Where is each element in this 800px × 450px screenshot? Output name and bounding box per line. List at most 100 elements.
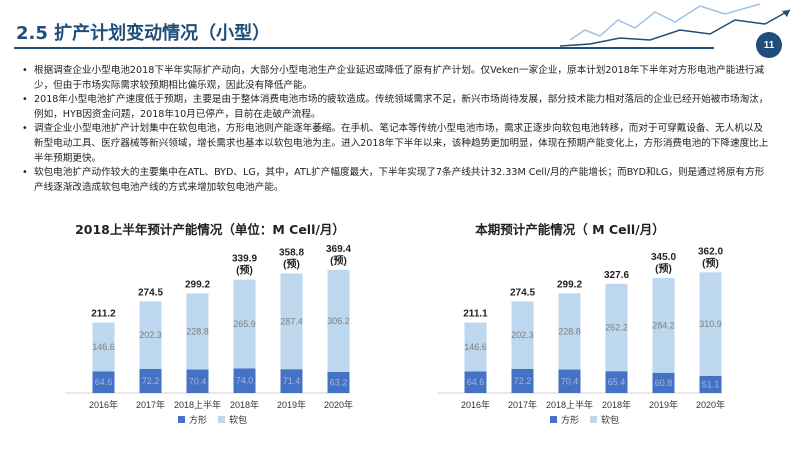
data-label-ruanbao: 202.3 — [139, 330, 162, 340]
page-number-badge: 11 — [756, 32, 782, 58]
data-label-total: 211.1 — [463, 309, 488, 320]
data-label-total: 299.2 — [185, 279, 210, 290]
data-label-ruanbao: 146.6 — [92, 342, 115, 352]
bar-fangxing — [233, 368, 256, 393]
bar-fangxing — [280, 369, 303, 393]
bar-fangxing — [464, 371, 487, 393]
bar-fangxing — [558, 369, 581, 393]
x-tick-label: 2017年 — [508, 399, 537, 410]
bar-fangxing — [327, 371, 350, 393]
bar-ruanbao — [233, 279, 256, 369]
data-label-forecast-note: (预) — [702, 257, 719, 269]
legend-swatch-fangxing — [178, 416, 185, 423]
bullet-list: • 根据调查企业小型电池2018下半年实际扩产动向，大部分小型电池生产企业延迟或降… — [22, 64, 772, 195]
data-label-ruanbao: 287.4 — [280, 316, 303, 326]
page-title: 2.5 扩产计划变动情况（小型） — [16, 23, 271, 44]
data-label-ruanbao: 265.9 — [233, 319, 256, 329]
bar-fangxing — [652, 372, 675, 393]
bullet-text: 调查企业小型电池扩产计划集中在软包电池，方形电池则产能逐年萎缩。在手机、笔记本等… — [34, 123, 769, 164]
data-label-fangxing: 72.2 — [514, 376, 532, 386]
bar-ruanbao — [558, 293, 581, 370]
data-label-total: 345.0 — [651, 252, 676, 263]
data-label-fangxing: 70.4 — [561, 376, 579, 386]
x-tick-label: 2020年 — [324, 399, 353, 410]
chart-title-right: 本期预计产能情况（ M Cell/月） — [475, 222, 665, 237]
title-underline — [14, 47, 714, 49]
bullet-text: 2018年小型电池扩产速度低于预期，主要是由于整体消费电池市场的疲软造成。传统领… — [34, 94, 769, 120]
bar-ruanbao — [186, 293, 209, 370]
data-label-fangxing: 65.4 — [608, 377, 626, 387]
x-tick-label: 2019年 — [649, 399, 678, 410]
legend-label-fangxing: 方形 — [189, 414, 207, 425]
data-label-forecast-note: (预) — [236, 265, 253, 277]
bar-fangxing — [186, 369, 209, 393]
bullet-item: • 2018年小型电池扩产速度低于预期，主要是由于整体消费电池市场的疲软造成。传统… — [22, 94, 769, 120]
bar-ruanbao — [699, 272, 722, 376]
bar-fangxing — [699, 375, 722, 393]
data-label-total: 339.9 — [232, 254, 257, 265]
legend-swatch-ruanbao — [218, 416, 225, 423]
bar-ruanbao — [464, 322, 487, 372]
x-tick-label: 2018年 — [602, 399, 631, 410]
data-label-ruanbao: 310.9 — [699, 319, 722, 329]
data-label-total: 274.5 — [138, 288, 163, 299]
bar-fangxing — [511, 368, 534, 393]
legend-label-ruanbao: 软包 — [601, 414, 619, 425]
bar-ruanbao — [280, 273, 303, 370]
legend-swatch-fangxing — [550, 416, 557, 423]
legend-label-fangxing: 方形 — [561, 414, 579, 425]
data-label-fangxing: 51.1 — [702, 379, 720, 389]
x-tick-label: 2017年 — [136, 399, 165, 410]
bar-ruanbao — [652, 278, 675, 373]
data-label-total: 274.5 — [510, 288, 535, 299]
data-label-ruanbao: 228.8 — [558, 326, 581, 336]
bar-ruanbao — [605, 283, 628, 372]
x-tick-label: 2018上半年 — [174, 399, 221, 410]
data-label-total: 327.6 — [604, 270, 629, 281]
x-tick-label: 2016年 — [461, 399, 490, 410]
data-label-total: 369.4 — [326, 244, 351, 255]
data-label-ruanbao: 228.8 — [186, 326, 209, 336]
data-label-ruanbao: 262.2 — [605, 323, 628, 333]
x-tick-label: 2018年 — [230, 399, 259, 410]
data-label-total: 362.0 — [698, 246, 723, 257]
legend-label-ruanbao: 软包 — [229, 414, 247, 425]
legend-swatch-ruanbao — [590, 416, 597, 423]
x-tick-label: 2016年 — [89, 399, 118, 410]
data-label-fangxing: 72.2 — [142, 376, 160, 386]
chart-left: 64.6 146.6 211.2 2016年 72.2 202.3 274.5 2017年 70… — [65, 244, 353, 425]
data-label-fangxing: 64.6 — [467, 377, 485, 387]
chart-right: 64.6 146.6 211.1 2016年 72.2 202.3 274.5 2017年 70… — [437, 246, 725, 425]
bullet-item: • 根据调查企业小型电池2018下半年实际扩产动向，大部分小型电池生产企业延迟或降… — [22, 65, 765, 91]
chart-title-left: 2018上半年预计产能情况（单位：M Cell/月） — [75, 222, 345, 237]
data-label-fangxing: 70.4 — [189, 376, 207, 386]
data-label-ruanbao: 202.3 — [511, 330, 534, 340]
data-label-total: 358.8 — [279, 247, 304, 258]
data-label-forecast-note: (预) — [330, 255, 347, 267]
data-label-total: 211.2 — [91, 309, 116, 320]
bullet-item: • 调查企业小型电池扩产计划集中在软包电池，方形电池则产能逐年萎缩。在手机、笔记本… — [22, 123, 769, 164]
x-tick-label: 2019年 — [277, 399, 306, 410]
bar-ruanbao — [511, 301, 534, 369]
data-label-fangxing: 74.0 — [236, 376, 254, 386]
bullet-item: • 软包电池扩产动作较大的主要集中在ATL、BYD、LG，其中，ATL扩产幅度最大… — [22, 167, 765, 193]
data-label-forecast-note: (预) — [655, 263, 672, 275]
bar-ruanbao — [92, 322, 115, 372]
bar-fangxing — [92, 371, 115, 393]
data-label-total: 299.2 — [557, 279, 582, 290]
data-label-ruanbao: 306.2 — [327, 316, 350, 326]
x-tick-label: 2018上半年 — [546, 399, 593, 410]
data-label-ruanbao: 146.6 — [464, 342, 487, 352]
data-label-fangxing: 60.8 — [655, 378, 673, 388]
bar-ruanbao — [327, 269, 350, 372]
data-label-fangxing: 71.4 — [283, 376, 301, 386]
data-label-ruanbao: 284.2 — [652, 320, 675, 330]
bar-fangxing — [139, 368, 162, 393]
data-label-forecast-note: (预) — [283, 258, 300, 270]
x-tick-label: 2020年 — [696, 399, 725, 410]
bar-fangxing — [605, 371, 628, 393]
data-label-fangxing: 64.6 — [95, 377, 113, 387]
trend-decoration — [560, 3, 791, 47]
bar-ruanbao — [139, 301, 162, 369]
bullet-text: 根据调查企业小型电池2018下半年实际扩产动向，大部分小型电池生产企业延迟或降低… — [34, 65, 765, 91]
